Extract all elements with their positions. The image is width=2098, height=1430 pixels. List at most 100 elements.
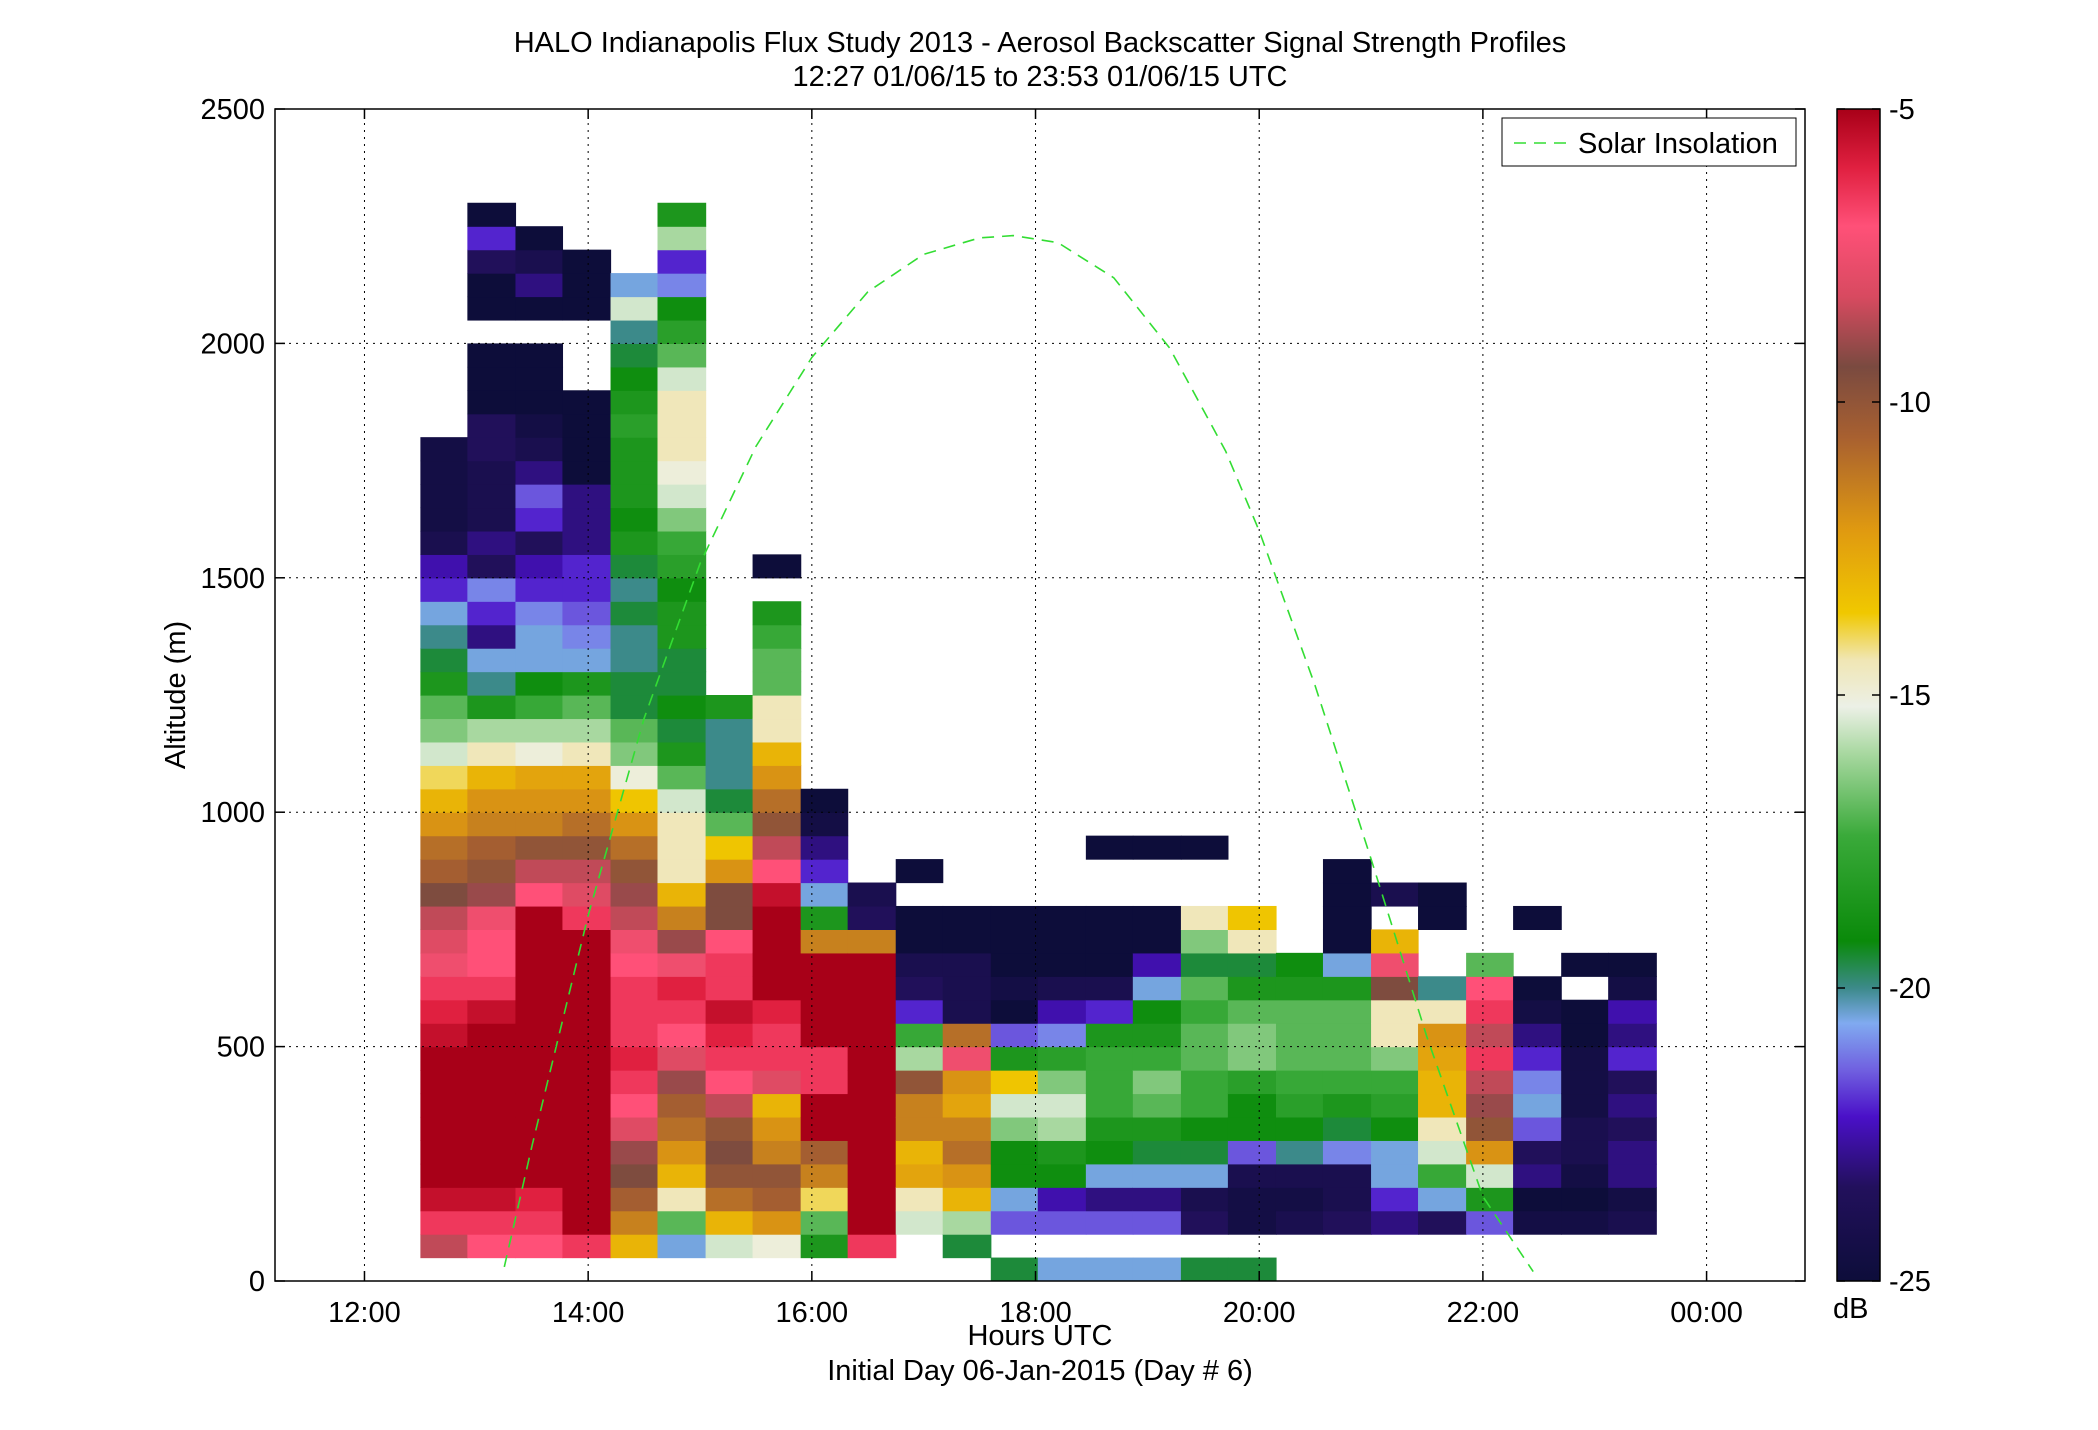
heatmap-cell [420,1140,468,1165]
heatmap-cell [1227,1210,1277,1235]
heatmap-cell [1418,1023,1467,1048]
heatmap-cell [515,413,564,438]
heatmap-cell [1561,1140,1609,1165]
heatmap-cell [515,999,564,1024]
heatmap-cell [610,273,659,298]
heatmap-cell [562,1163,612,1188]
heatmap-cell [990,1257,1039,1281]
heatmap-cell [610,765,659,790]
colorbar-tick-label: -15 [1889,680,1931,712]
heatmap-cell [990,1140,1039,1165]
heatmap-cell [1418,905,1467,930]
heatmap-cell [562,765,612,790]
heatmap-cell [610,648,659,673]
heatmap-cell [800,1093,849,1118]
heatmap-cell [1608,1093,1657,1118]
y-tick-label: 0 [249,1266,265,1298]
heatmap-cell [657,554,707,579]
heatmap-cell [1466,1210,1514,1235]
x-tick-label: 18:00 [999,1297,1072,1329]
heatmap-cell [1418,1140,1467,1165]
heatmap-cell [705,1116,754,1141]
heatmap-cell [752,952,802,977]
heatmap-cell [467,929,517,954]
heatmap-cell [1132,1070,1182,1095]
heatmap-cell [610,695,659,720]
heatmap-cell [467,226,517,251]
heatmap-cell [515,695,564,720]
heatmap-cell [562,695,612,720]
heatmap-cell [800,976,849,1001]
chart-title: HALO Indianapolis Flux Study 2013 - Aero… [514,27,1567,59]
heatmap-cell [895,859,944,884]
heatmap-cell [942,952,992,977]
heatmap-cell [1513,905,1562,930]
heatmap-cell [752,788,802,813]
heatmap-cell [610,507,659,532]
heatmap-cell [1466,999,1514,1024]
heatmap-cell [1608,1187,1657,1212]
heatmap-cell [752,882,802,907]
heatmap-cell [657,249,707,274]
heatmap-cell [562,859,612,884]
heatmap-cell [1466,1023,1514,1048]
heatmap-cell [420,554,468,579]
heatmap-cell [657,835,707,860]
heatmap-cell [847,1187,897,1212]
heatmap-cell [657,624,707,649]
heatmap-cell [610,530,659,555]
heatmap-cell [657,1046,707,1071]
heatmap-cell [1180,835,1229,860]
heatmap-cell [752,999,802,1024]
heatmap-cell [1132,1187,1182,1212]
heatmap-cell [467,343,517,368]
heatmap-cell [467,390,517,415]
heatmap-cell [467,1210,517,1235]
heatmap-cell [657,601,707,626]
heatmap-cell [420,1093,468,1118]
heatmap-cell [657,765,707,790]
heatmap-cell [1561,999,1609,1024]
heatmap-cell [800,952,849,977]
heatmap-cell [1275,1046,1324,1071]
heatmap-cell [467,835,517,860]
heatmap-cell [610,718,659,743]
heatmap-cell [515,273,564,298]
heatmap-cell [515,390,564,415]
heatmap-cell [1561,1070,1609,1095]
heatmap-cell [1132,999,1182,1024]
heatmap-cell [467,812,517,837]
heatmap-cell [1085,1070,1134,1095]
heatmap-cell [990,1163,1039,1188]
heatmap-cell [1608,1210,1657,1235]
heatmap-cell [1466,976,1514,1001]
heatmap-cell [467,788,517,813]
heatmap-cell [1180,1140,1229,1165]
heatmap-cell [1371,1070,1419,1095]
heatmap-cell [1513,976,1562,1001]
heatmap-cell [990,1187,1039,1212]
heatmap-cell [895,1023,944,1048]
legend-label-solar-insolation: Solar Insolation [1578,128,1778,160]
heatmap-cell [1371,999,1419,1024]
heatmap-cell [467,1116,517,1141]
heatmap-cell [610,1140,659,1165]
heatmap-cell [895,999,944,1024]
heatmap-cell [1513,1187,1562,1212]
colorbar-tick-label: -25 [1889,1266,1931,1298]
heatmap-cell [515,788,564,813]
heatmap-cell [562,1116,612,1141]
heatmap-cell [657,1116,707,1141]
heatmap-cell [420,1046,468,1071]
heatmap-cell [515,1023,564,1048]
heatmap-cell [657,952,707,977]
heatmap-cell [657,1163,707,1188]
heatmap-cell [1132,976,1182,1001]
chart-subtitle: 12:27 01/06/15 to 23:53 01/06/15 UTC [793,61,1288,93]
heatmap-cell [562,1070,612,1095]
heatmap-cell [1180,1163,1229,1188]
heatmap-cell [705,1023,754,1048]
heatmap-cell [420,484,468,509]
heatmap-cell [752,695,802,720]
